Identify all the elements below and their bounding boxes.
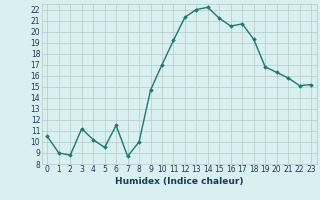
X-axis label: Humidex (Indice chaleur): Humidex (Indice chaleur) [115, 177, 244, 186]
